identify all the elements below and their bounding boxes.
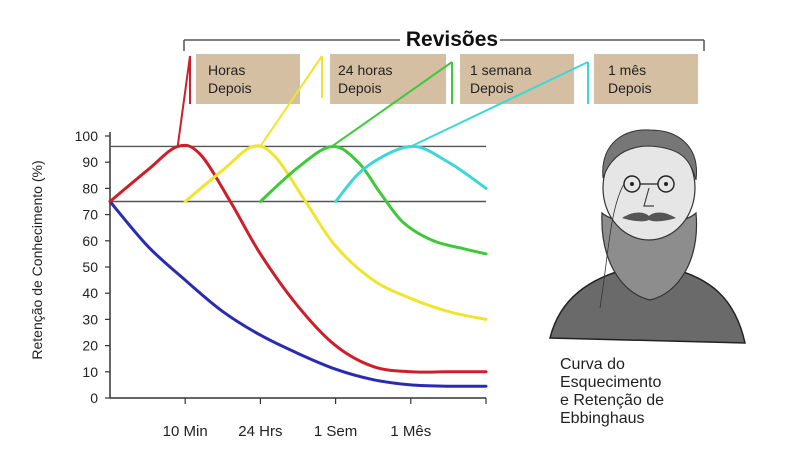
- review-box-line2: Depois: [208, 80, 252, 96]
- review-line-3: [410, 61, 589, 148]
- reference-lines: [110, 145, 486, 203]
- caption-line: Esquecimento: [560, 374, 662, 391]
- reviews-bracket: Revisões: [183, 28, 705, 51]
- review-box-line1: 1 semana: [470, 62, 532, 78]
- review-box-line2: Depois: [608, 80, 652, 96]
- y-tick-label: 80: [82, 180, 98, 196]
- review-box-line1: 1 mês: [608, 62, 646, 78]
- review-box-line2: Depois: [338, 80, 382, 96]
- x-tick-label: 10 Min: [163, 423, 208, 440]
- x-tick-label: 1 Mês: [390, 423, 431, 440]
- y-tick-label: 70: [82, 207, 98, 223]
- y-tick-label: 100: [75, 128, 99, 144]
- review-line-2: [331, 61, 453, 148]
- review-box-month: 1 mês Depois: [594, 54, 698, 104]
- review-box-line1: 24 horas: [338, 62, 392, 78]
- y-tick-label: 30: [82, 311, 98, 327]
- series-line-1: [108, 143, 488, 374]
- review-box-hours: Horas Depois: [196, 54, 300, 104]
- y-tick-label: 50: [82, 259, 98, 275]
- chart-axes: 0 10 20 30 40 50 60 70 80 90 100 10 Min 24 Hrs 1 Sem 1…: [75, 128, 487, 440]
- y-tick-label: 20: [82, 338, 98, 354]
- caption-line: Curva do: [560, 356, 625, 373]
- review-box-24h: 24 horas Depois: [330, 54, 446, 104]
- series-line-0: [108, 200, 488, 388]
- review-line-0: [176, 55, 191, 147]
- portrait-caption: Curva do Esquecimento e Retenção de Ebbi…: [560, 356, 760, 428]
- review-boxes: Horas Depois 24 horas Depois 1 semana De…: [196, 54, 698, 104]
- series-line-4: [334, 144, 488, 203]
- chart-series: [108, 143, 488, 388]
- series-line-3: [258, 144, 488, 256]
- review-lines: [176, 55, 589, 148]
- review-box-line1: Horas: [208, 62, 245, 78]
- ebbinghaus-portrait-icon: [549, 129, 746, 344]
- x-tick-label: 24 Hrs: [238, 423, 282, 440]
- reviews-title: Revisões: [406, 28, 498, 51]
- y-tick-label: 60: [82, 233, 98, 249]
- series-line-2: [183, 144, 488, 321]
- y-axis-label: Retenção de Conhecimento (%): [29, 160, 45, 359]
- x-tick-label: 1 Sem: [314, 423, 357, 440]
- y-tick-label: 90: [82, 154, 98, 170]
- y-tick-label: 10: [82, 364, 98, 380]
- y-tick-label: 0: [90, 390, 98, 406]
- caption-line: e Retenção de: [560, 392, 665, 409]
- caption-line: Ebbinghaus: [560, 410, 645, 427]
- y-tick-label: 40: [82, 285, 98, 301]
- review-line-1: [259, 55, 323, 148]
- review-box-line2: Depois: [470, 80, 514, 96]
